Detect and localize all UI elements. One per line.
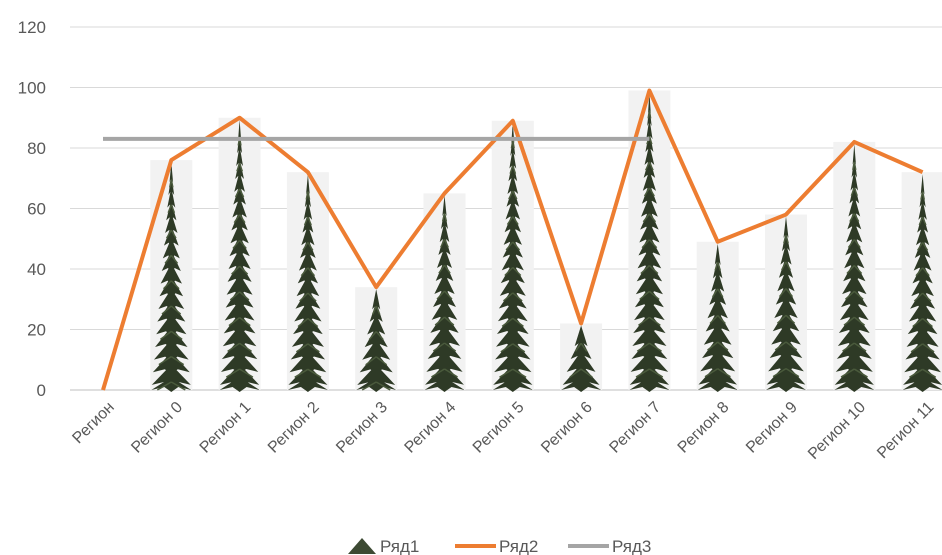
y-tick-label: 0 bbox=[37, 381, 46, 400]
tree-highlight bbox=[361, 306, 391, 391]
series-1-bars bbox=[150, 90, 942, 393]
bar-series-1 bbox=[218, 117, 261, 392]
legend-item-series-3: Ряд3 bbox=[568, 537, 651, 555]
tree-foliage bbox=[424, 195, 465, 392]
tree-highlight bbox=[840, 161, 868, 378]
tree-highlight bbox=[569, 342, 593, 378]
tree-foliage bbox=[561, 325, 602, 392]
bar-series-1 bbox=[423, 193, 466, 392]
bar-series-1 bbox=[355, 287, 398, 392]
x-tick-label: Регион 2 bbox=[265, 399, 323, 457]
bar-series-1 bbox=[833, 141, 876, 392]
bar-series-1 bbox=[901, 172, 942, 392]
x-tick-label: Регион 8 bbox=[675, 399, 733, 457]
x-tick-label: Регион 4 bbox=[402, 399, 460, 457]
tree-foliage bbox=[151, 162, 192, 392]
y-tick-label: 120 bbox=[18, 18, 46, 37]
legend-label-series-1: Ряд1 bbox=[380, 537, 419, 555]
legend-item-series-2: Ряд2 bbox=[455, 537, 538, 555]
bar-series-1 bbox=[286, 172, 329, 392]
tree-foliage bbox=[902, 174, 942, 392]
legend-label-series-2: Ряд2 bbox=[499, 537, 538, 555]
tree-foliage bbox=[492, 122, 533, 393]
y-tick-label: 100 bbox=[18, 79, 46, 98]
legend-label-series-3: Ряд3 bbox=[612, 537, 651, 555]
y-tick-label: 80 bbox=[27, 139, 46, 158]
tree-highlight bbox=[499, 140, 527, 378]
tree-highlight bbox=[156, 179, 186, 391]
x-tick-label: Регион 6 bbox=[538, 399, 596, 457]
tree-foliage bbox=[697, 243, 738, 392]
y-tick-label: 20 bbox=[27, 321, 46, 340]
tree-foliage bbox=[629, 92, 670, 393]
x-axis-ticks: Регион Регион 0 Регион 1 Регион 2 Регион 3 Ре… bbox=[69, 399, 937, 463]
tree-highlight bbox=[772, 235, 800, 378]
bar-series-1 bbox=[765, 214, 807, 392]
tree-foliage bbox=[287, 174, 328, 392]
legend: Ряд1 Ряд2 Ряд3 bbox=[348, 537, 651, 555]
tree-highlight bbox=[431, 213, 458, 378]
series-lines bbox=[101, 88, 924, 391]
bar-series-1 bbox=[696, 241, 739, 392]
x-tick-label: Регион 11 bbox=[874, 399, 937, 462]
y-tick-label: 60 bbox=[27, 200, 46, 219]
x-tick-label: Регион 9 bbox=[743, 399, 801, 457]
bar-series-1 bbox=[560, 323, 603, 392]
tree-foliage bbox=[219, 119, 260, 392]
tree-foliage bbox=[766, 216, 806, 392]
tree-foliage bbox=[834, 143, 875, 392]
tree-highlight bbox=[704, 262, 731, 378]
tree-highlight bbox=[294, 191, 322, 378]
legend-swatch-series-1 bbox=[348, 538, 376, 554]
y-axis-ticks: 0 20 40 60 80 100 120 bbox=[18, 18, 46, 400]
x-tick-label: Регион 0 bbox=[128, 399, 186, 457]
tree-highlight bbox=[909, 191, 937, 378]
x-tick-label: Регион 1 bbox=[197, 399, 255, 457]
bar-series-1 bbox=[150, 160, 193, 392]
tree-foliage bbox=[356, 289, 397, 392]
tree-highlight bbox=[225, 137, 254, 378]
line-series-2 bbox=[101, 88, 924, 391]
x-tick-label: Регион 10 bbox=[805, 399, 869, 463]
y-tick-label: 40 bbox=[27, 260, 46, 279]
x-tick-label: Регион 3 bbox=[333, 399, 391, 457]
x-tick-label: Регион 5 bbox=[470, 399, 528, 457]
x-tick-label: Регион 7 bbox=[606, 399, 664, 457]
x-tick-label: Регион bbox=[69, 399, 117, 447]
legend-item-series-1: Ряд1 bbox=[348, 537, 419, 555]
